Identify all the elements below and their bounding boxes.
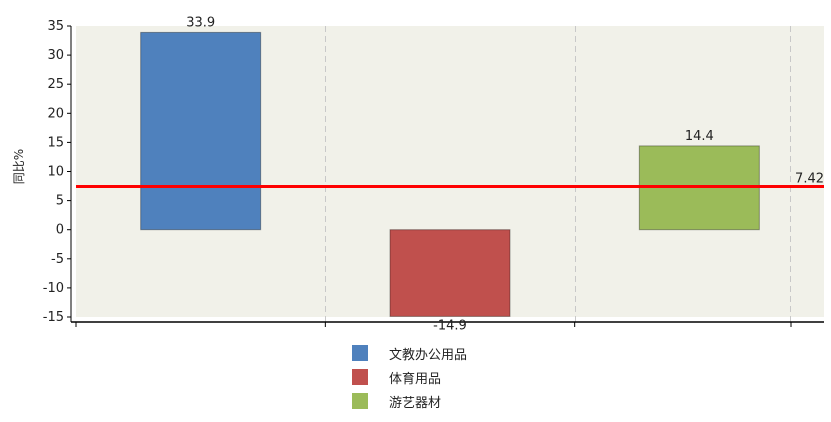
legend-item-2: 游艺器材 (352, 389, 467, 413)
axes: 35 30 25 20 15 10 5 0 -5 -10 -15 (43, 19, 824, 327)
bar-1 (389, 229, 511, 317)
data-label-1: -14.9 (433, 318, 467, 333)
y-tick-label: 20 (47, 106, 64, 121)
legend-swatch-1 (352, 369, 368, 385)
y-tick-label: 35 (47, 19, 64, 34)
reference-line-label: 7.42 (795, 172, 824, 187)
y-axis-label: 同比% (12, 149, 26, 184)
y-tick-label: 5 (56, 194, 64, 209)
bar-chart: 7.42 35 30 25 20 15 10 5 0 -5 -10 -15 33.9 -14.9 14.… (12, 15, 824, 333)
legend-swatch-0 (352, 345, 368, 361)
legend-item-0: 文教办公用品 (352, 341, 467, 365)
y-tick-label: -5 (51, 252, 64, 267)
bar-0 (140, 31, 262, 231)
y-tick-label: -10 (43, 281, 64, 296)
legend-label-0: 文教办公用品 (389, 347, 468, 363)
y-tick-label: 10 (47, 165, 64, 180)
legend: 文教办公用品 体育用品 游艺器材 (352, 341, 467, 413)
data-labels: 33.9 -14.9 14.4 (186, 15, 714, 333)
data-label-2: 14.4 (685, 129, 714, 144)
legend-label-1: 体育用品 (389, 371, 442, 387)
bars (140, 31, 760, 317)
reference-line-group: 7.42 (76, 172, 824, 189)
y-tick-label: 15 (47, 135, 64, 150)
y-tick-label: 0 (56, 223, 64, 238)
legend-swatch-2 (352, 393, 368, 409)
legend-item-1: 体育用品 (352, 365, 467, 389)
y-tick-label: 25 (47, 77, 64, 92)
y-tick-label: 30 (47, 48, 64, 63)
y-tick-label: -15 (43, 310, 64, 325)
data-label-0: 33.9 (186, 15, 215, 30)
legend-label-2: 游艺器材 (389, 395, 442, 411)
